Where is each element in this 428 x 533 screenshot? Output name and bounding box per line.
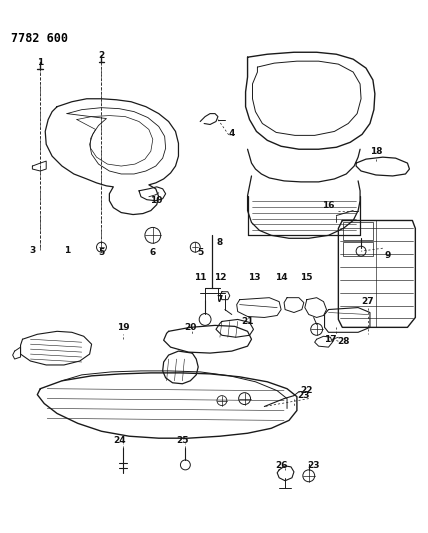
Text: 4: 4 bbox=[229, 129, 235, 138]
Text: 25: 25 bbox=[176, 435, 189, 445]
Text: 8: 8 bbox=[217, 238, 223, 247]
Text: 24: 24 bbox=[113, 435, 125, 445]
Text: 28: 28 bbox=[337, 337, 350, 346]
Text: 14: 14 bbox=[275, 273, 288, 282]
Text: 3: 3 bbox=[29, 246, 36, 255]
Bar bbox=[343, 222, 373, 240]
Text: 1: 1 bbox=[64, 246, 70, 255]
Text: 23: 23 bbox=[307, 462, 320, 471]
Text: 9: 9 bbox=[384, 251, 391, 260]
Text: 21: 21 bbox=[241, 317, 254, 326]
Text: 27: 27 bbox=[362, 297, 374, 306]
Text: 16: 16 bbox=[322, 201, 335, 210]
Text: 20: 20 bbox=[184, 323, 196, 332]
Text: 26: 26 bbox=[275, 462, 287, 471]
Text: 18: 18 bbox=[370, 147, 382, 156]
Text: 11: 11 bbox=[194, 273, 206, 282]
Text: 19: 19 bbox=[117, 323, 130, 332]
Text: 15: 15 bbox=[300, 273, 313, 282]
Text: 10: 10 bbox=[149, 196, 162, 205]
Text: 7782 600: 7782 600 bbox=[11, 33, 68, 45]
Text: 23: 23 bbox=[297, 391, 310, 400]
Text: 2: 2 bbox=[98, 51, 104, 60]
Text: 5: 5 bbox=[197, 248, 203, 257]
Text: 1: 1 bbox=[37, 58, 43, 67]
Text: 22: 22 bbox=[300, 386, 313, 395]
Text: 17: 17 bbox=[324, 335, 337, 344]
Text: 12: 12 bbox=[214, 273, 226, 282]
Text: 7: 7 bbox=[217, 295, 223, 304]
Text: 5: 5 bbox=[98, 248, 104, 257]
Bar bbox=[343, 243, 373, 256]
Text: 13: 13 bbox=[248, 273, 261, 282]
Text: 6: 6 bbox=[150, 248, 156, 257]
